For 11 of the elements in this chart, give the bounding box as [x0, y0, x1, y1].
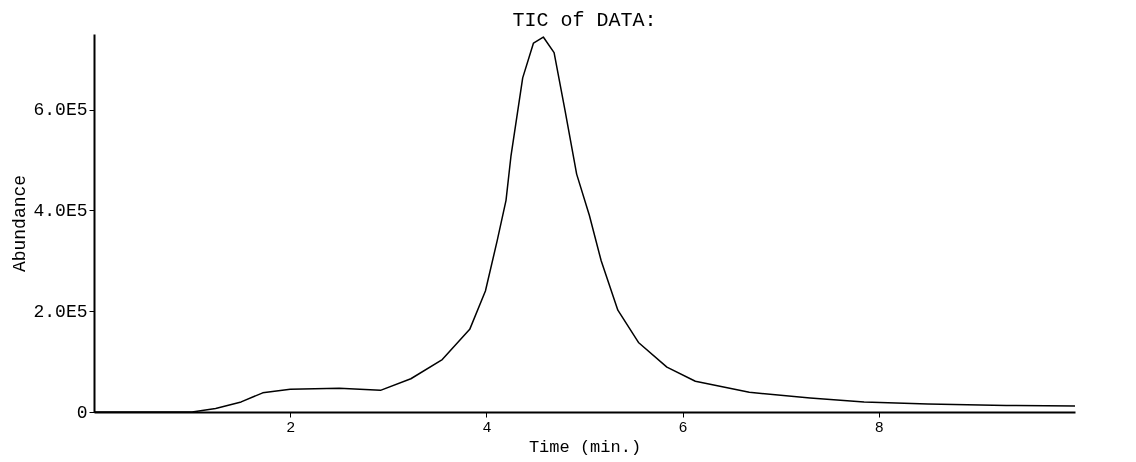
x-tick-label: 4 — [482, 419, 492, 437]
y-tick-label: 2.0E5 — [33, 301, 88, 322]
chart-title: TIC of DATA: — [512, 9, 657, 32]
x-axis-title: Time (min.) — [528, 437, 642, 457]
y-axis-title: Abundance — [10, 174, 31, 273]
y-tick-label: 4.0E5 — [33, 200, 88, 221]
y-tick-label: 6.0E5 — [33, 100, 88, 121]
x-tick-label: 6 — [678, 419, 688, 437]
x-tick-label: 2 — [286, 419, 296, 437]
y-tick-label: 0 — [76, 402, 88, 423]
x-tick-label: 8 — [874, 419, 884, 437]
